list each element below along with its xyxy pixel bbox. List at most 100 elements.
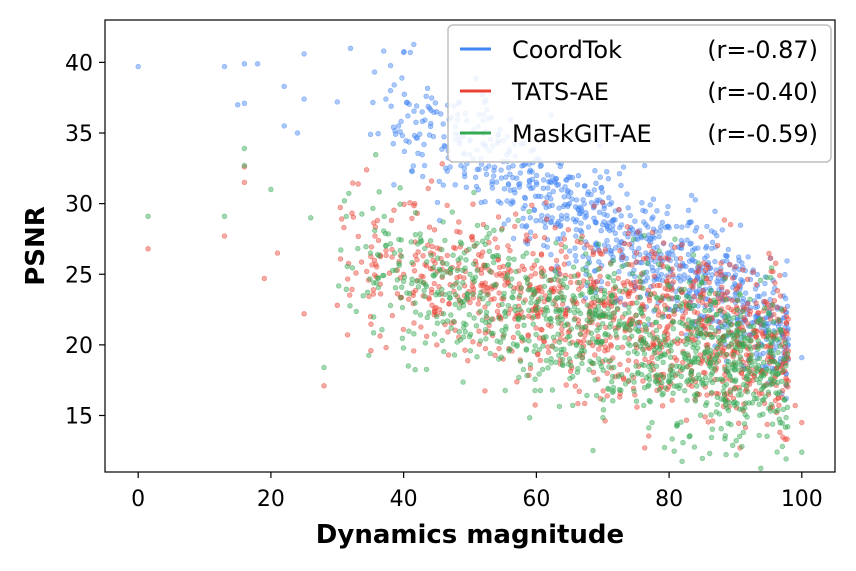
- data-point: [666, 377, 672, 384]
- data-point: [626, 241, 632, 248]
- data-point: [530, 314, 537, 320]
- data-point: [442, 291, 448, 298]
- data-point: [565, 361, 572, 367]
- data-point: [531, 348, 537, 355]
- data-point: [755, 338, 761, 344]
- data-point: [768, 340, 774, 347]
- data-point: [469, 237, 476, 243]
- data-point: [776, 317, 782, 323]
- data-point: [388, 217, 395, 224]
- data-point: [746, 338, 752, 344]
- data-point: [708, 228, 715, 234]
- data-point: [724, 289, 731, 295]
- data-point: [471, 315, 477, 321]
- data-point: [370, 99, 376, 106]
- data-point: [521, 322, 527, 328]
- data-point: [705, 419, 711, 425]
- data-point: [484, 224, 490, 231]
- data-point: [674, 371, 680, 377]
- data-point: [529, 202, 535, 209]
- data-point: [590, 369, 597, 375]
- data-point: [530, 251, 536, 257]
- data-point: [567, 279, 574, 286]
- data-point: [701, 354, 708, 360]
- data-point: [418, 324, 424, 330]
- data-point: [502, 387, 508, 394]
- data-point: [391, 82, 397, 88]
- data-point: [590, 249, 597, 256]
- data-point: [387, 241, 394, 247]
- data-point: [349, 265, 356, 271]
- data-point: [618, 213, 624, 219]
- data-point: [501, 309, 508, 316]
- legend-box: [447, 24, 832, 163]
- data-point: [756, 401, 762, 407]
- data-point: [454, 275, 460, 281]
- data-point: [439, 337, 445, 344]
- data-point: [420, 173, 426, 180]
- data-point: [613, 237, 620, 243]
- data-point: [376, 189, 382, 195]
- data-point: [523, 232, 530, 238]
- data-point: [536, 335, 543, 341]
- data-point: [760, 308, 767, 314]
- data-point: [359, 211, 365, 217]
- data-point: [268, 186, 274, 193]
- data-point: [756, 432, 762, 439]
- x-tick-label: 20: [257, 487, 285, 512]
- data-point: [718, 396, 724, 402]
- data-point: [412, 210, 419, 216]
- data-point: [630, 236, 637, 243]
- x-tick-label: 0: [131, 487, 145, 512]
- data-point: [648, 367, 654, 374]
- data-point: [396, 260, 402, 267]
- data-point: [665, 203, 671, 210]
- data-point: [799, 419, 805, 426]
- data-point: [702, 414, 708, 420]
- data-point: [558, 290, 564, 296]
- data-point: [718, 260, 724, 266]
- data-point: [653, 319, 660, 325]
- data-point: [690, 344, 696, 350]
- data-point: [671, 448, 677, 454]
- data-point: [532, 307, 539, 313]
- data-point: [426, 132, 433, 138]
- data-point: [765, 335, 771, 341]
- data-point: [456, 219, 462, 225]
- data-point: [491, 259, 497, 266]
- data-point: [523, 274, 529, 281]
- data-point: [574, 369, 580, 375]
- data-point: [550, 334, 557, 340]
- data-point: [535, 314, 541, 320]
- data-point: [537, 357, 543, 364]
- data-point: [731, 385, 738, 392]
- data-point: [704, 400, 710, 406]
- data-point: [145, 213, 151, 220]
- data-point: [573, 342, 580, 348]
- data-point: [556, 403, 563, 410]
- data-point: [412, 252, 419, 259]
- data-point: [511, 187, 517, 193]
- data-point: [638, 305, 645, 311]
- data-point: [640, 402, 647, 409]
- data-point: [281, 83, 287, 90]
- data-point: [454, 279, 460, 286]
- data-point: [504, 198, 510, 204]
- data-point: [679, 224, 685, 230]
- data-point: [350, 180, 356, 186]
- data-point: [641, 162, 648, 169]
- y-axis-title: PSNR: [21, 206, 51, 286]
- data-point: [727, 389, 734, 395]
- data-point: [526, 415, 533, 421]
- data-point: [639, 200, 645, 206]
- data-point: [615, 373, 622, 380]
- data-point: [560, 231, 566, 237]
- data-point: [571, 273, 578, 279]
- data-point: [641, 351, 648, 357]
- data-point: [799, 449, 805, 455]
- data-point: [711, 230, 718, 236]
- data-point: [731, 352, 737, 358]
- data-point: [221, 213, 228, 220]
- data-point: [654, 208, 660, 214]
- data-point: [308, 215, 314, 221]
